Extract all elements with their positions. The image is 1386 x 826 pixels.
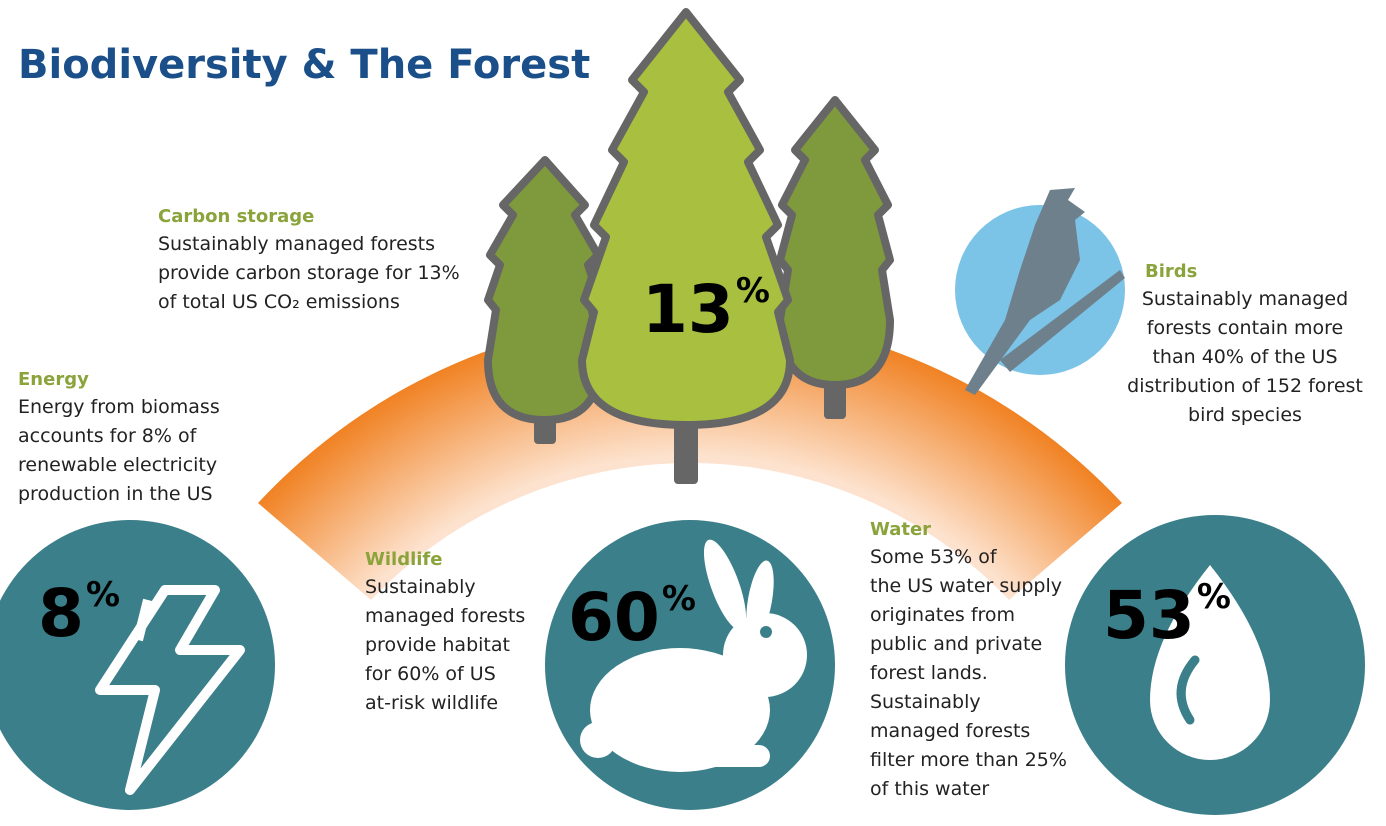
big-number-unit: % [736,271,770,311]
section-text: production in the US [18,483,213,505]
section-heading: Carbon storage [158,206,314,227]
section-text: renewable electricity [18,454,217,476]
section-heading: Water [870,519,931,540]
big-number: 60 [568,579,660,656]
section-text: managed forests [870,720,1030,742]
drop-detail [1176,655,1200,725]
section-text: accounts for 8% of [18,425,198,447]
big-number-unit: % [662,579,696,619]
big-number-unit: % [1197,577,1231,617]
section-heading: Birds [1145,261,1197,282]
section-text: originates from [870,604,1015,626]
bird-icon [965,188,1125,395]
section-text: managed forests [365,605,525,627]
section-text: filter more than 25% [870,749,1067,771]
section-text: provide carbon storage for 13% [158,262,460,284]
section-heading: Wildlife [365,549,442,570]
section-heading: Energy [18,369,89,390]
drop-icon [1150,565,1270,760]
section-text: at-risk wildlife [365,692,498,714]
section-text: Sustainably [365,576,476,598]
section-text: for 60% of US [365,663,496,685]
big-number: 13 [642,271,734,348]
section-text: than 40% of the US [1152,346,1337,368]
section-text: bird species [1188,404,1302,426]
section-text: forest lands. [870,662,988,684]
section-text: Some 53% of [870,546,998,568]
section-text: Sustainably managed forests [158,233,435,255]
section-text: Sustainably managed [1142,288,1348,310]
rabbit-eye [760,626,772,638]
section-text: Sustainably [870,691,981,713]
bolt-icon [95,585,245,795]
section-text: distribution of 152 forest [1127,375,1363,397]
big-number: 53 [1103,577,1195,654]
section-text: forests contain more [1147,317,1343,339]
section-text: public and private [870,633,1042,655]
section-text: provide habitat [365,634,510,656]
trees [484,8,894,484]
big-number-unit: % [86,575,120,615]
rabbit-icon [580,539,807,772]
section-text: Energy from biomass [18,396,220,418]
bolt-detail [133,598,153,642]
big-number: 8 [38,575,84,652]
section-text: the US water supply [870,575,1062,597]
section-text: of total US CO₂ emissions [158,291,400,313]
title: Biodiversity & The Forest [18,42,590,88]
section-text: of this water [870,778,989,800]
